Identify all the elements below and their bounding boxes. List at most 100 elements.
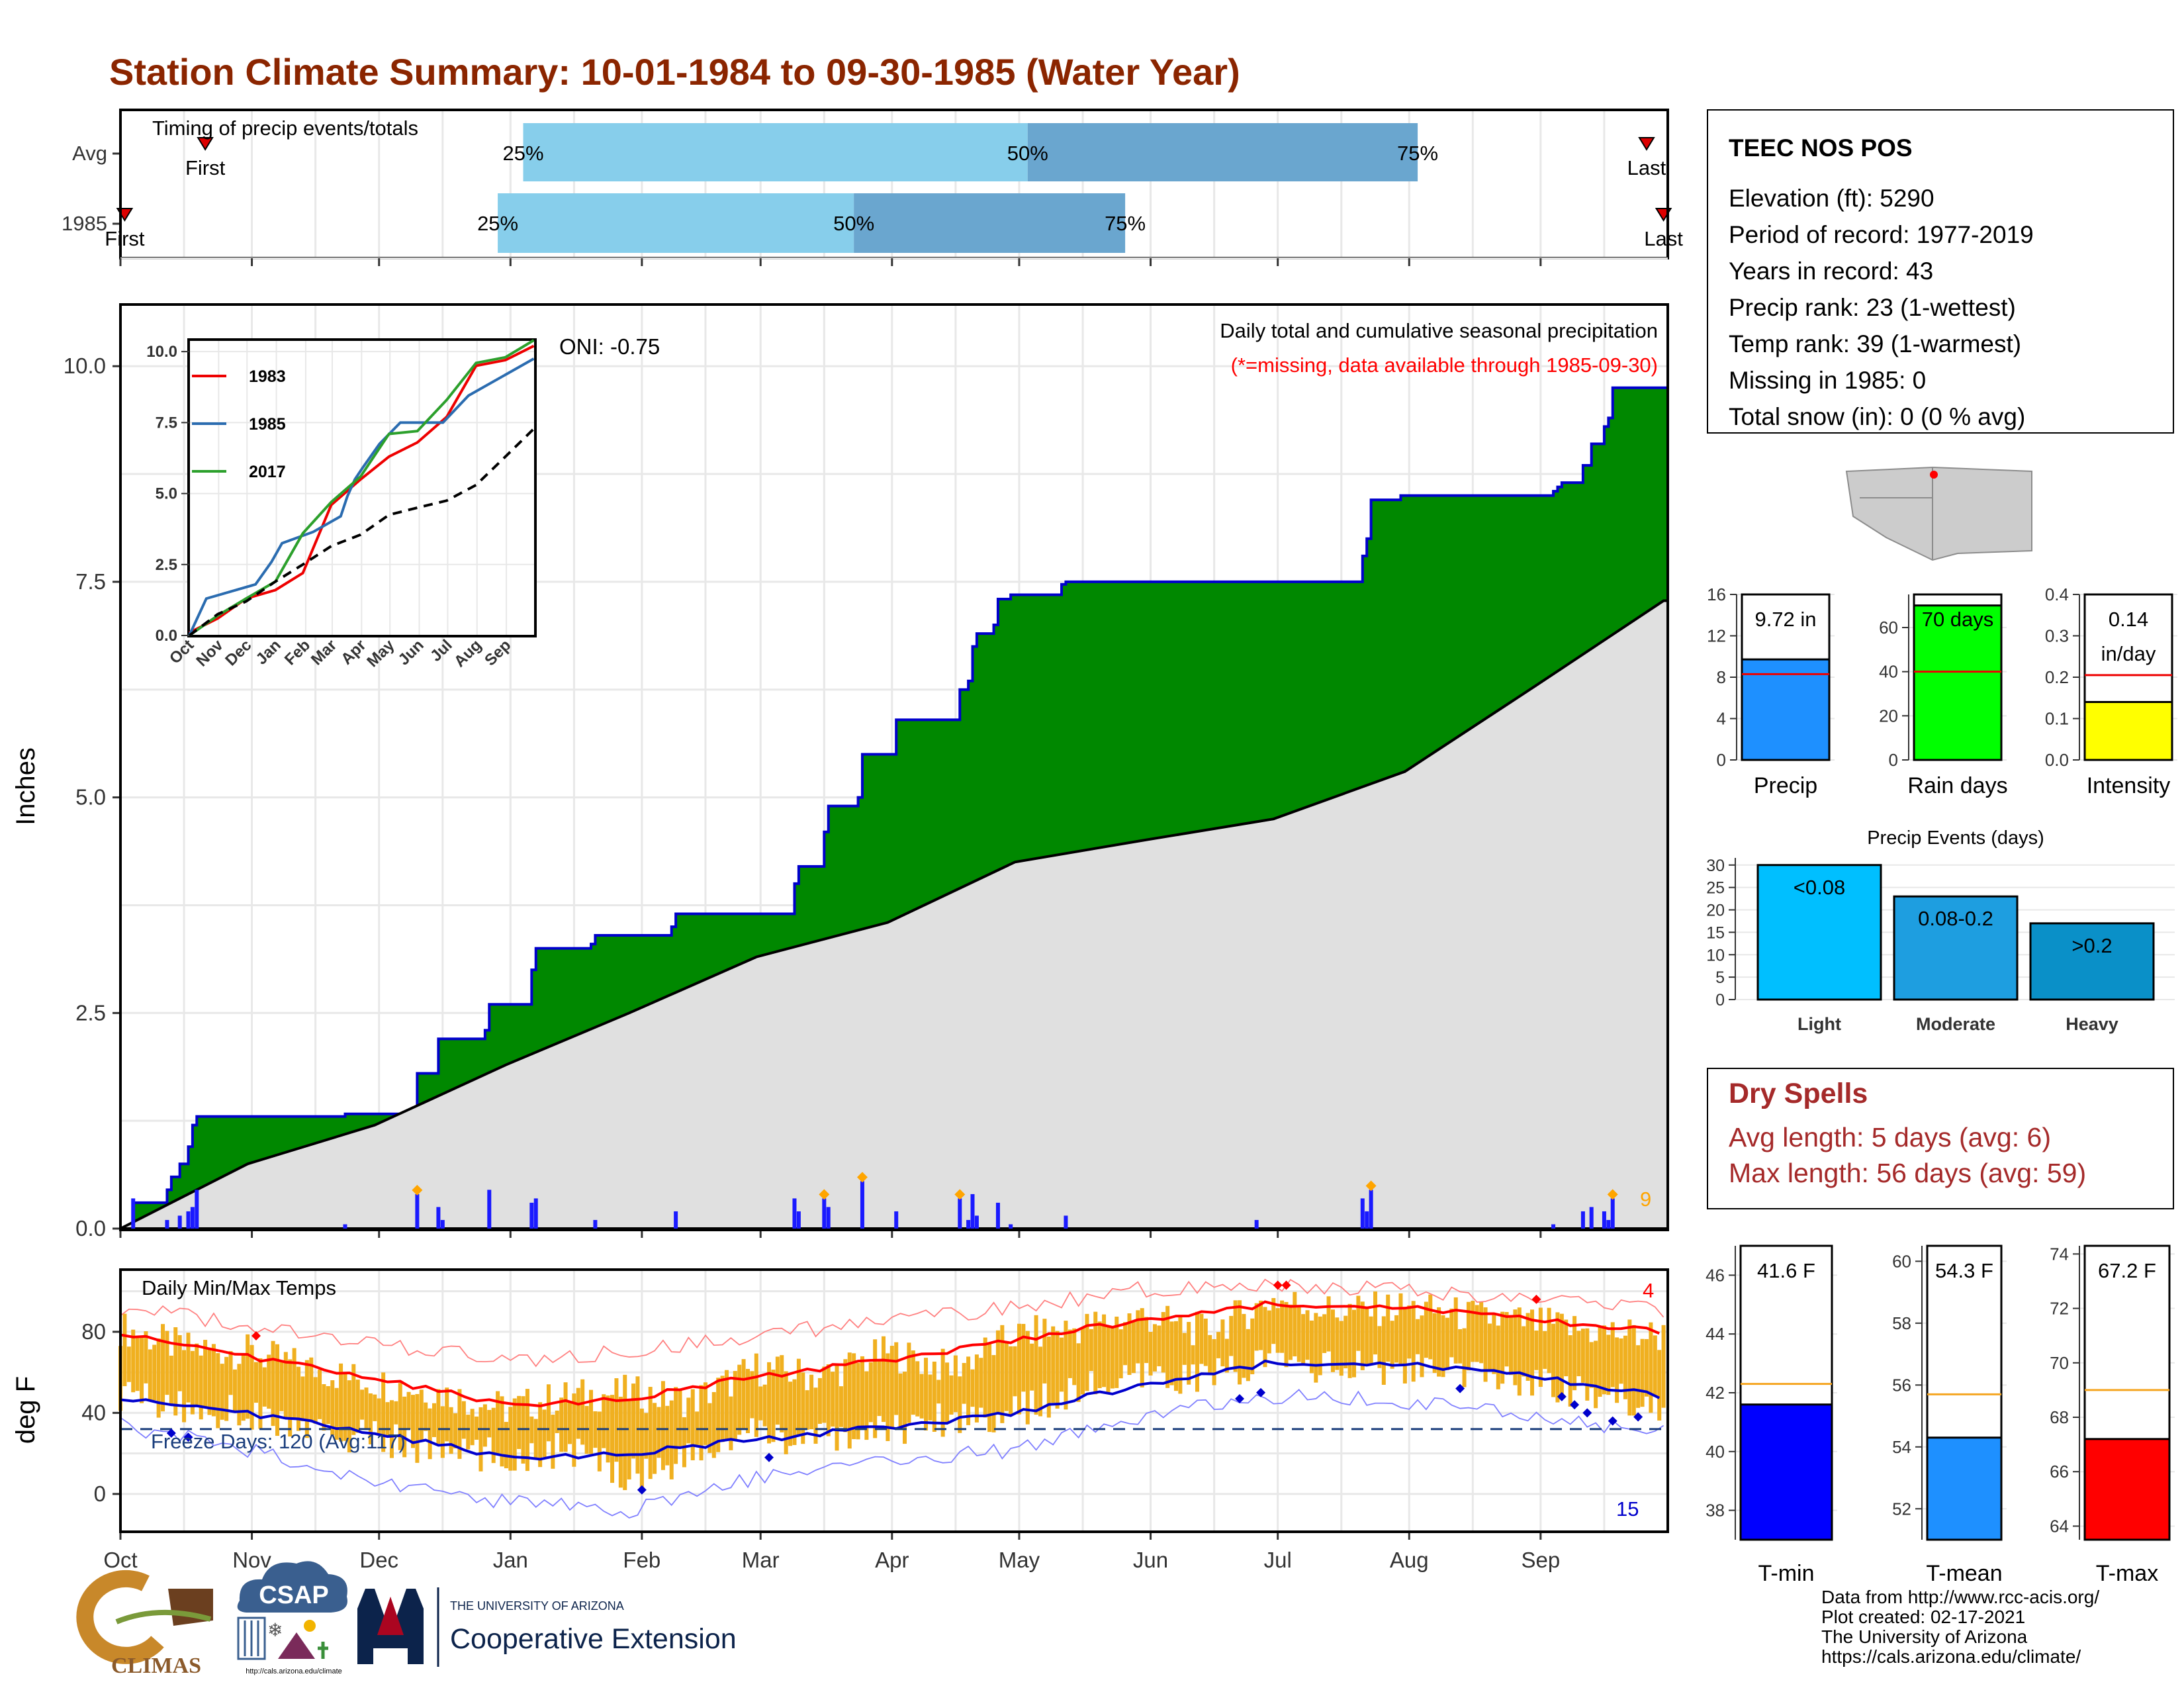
daily-temp-range-bar (263, 1368, 267, 1407)
daily-temp-range-bar (627, 1401, 631, 1479)
daily-temp-range-bar (1195, 1312, 1199, 1392)
daily-temp-range-bar (1386, 1295, 1390, 1362)
ua-line2: Cooperative Extension (450, 1623, 737, 1655)
daily-temp-range-bar (1013, 1346, 1017, 1396)
daily-temp-range-bar (835, 1364, 839, 1451)
daily-precip-bar (822, 1198, 826, 1229)
precip-y-tick-label: 10.0 (64, 353, 106, 378)
daily-temp-range-bar (729, 1397, 733, 1450)
inset-y-tick-label: 5.0 (156, 485, 177, 503)
daily-precip-bar (996, 1203, 1000, 1229)
daily-temp-range-bar (420, 1389, 424, 1442)
daily-temp-range-bar (1518, 1307, 1522, 1395)
inset-legend-label: 1983 (249, 367, 286, 386)
daily-temp-range-bar (1289, 1305, 1293, 1360)
page-title: Station Climate Summary: 10-01-1984 to 0… (109, 51, 1240, 93)
temp-bar-y-tick-label: 58 (1892, 1313, 1911, 1333)
daily-precip-bar (343, 1224, 347, 1229)
daily-precip-bar (131, 1198, 135, 1229)
mini-bar-y-tick-label: 60 (1879, 618, 1898, 637)
mini-bar-y-tick-label: 4 (1717, 709, 1726, 729)
daily-temp-range-bar (271, 1341, 275, 1426)
daily-temp-range-bar (267, 1354, 271, 1409)
daily-temp-range-bar (1077, 1343, 1081, 1402)
temp-bar-category-label: T-max (2096, 1561, 2158, 1586)
temp-y-tick-label: 40 (81, 1400, 106, 1425)
daily-temp-range-bar (852, 1353, 856, 1439)
daily-temp-range-bar (445, 1387, 449, 1441)
daily-temp-range-bar (1373, 1291, 1377, 1354)
daily-temp-range-bar (1649, 1323, 1653, 1413)
daily-temp-range-bar (1042, 1319, 1046, 1383)
daily-temp-range-bar (466, 1415, 470, 1449)
daily-temp-range-bar (1072, 1329, 1076, 1385)
month-label-sep: Sep (1521, 1548, 1560, 1572)
daily-temp-range-bar (1280, 1301, 1284, 1353)
daily-temp-range-bar (1416, 1319, 1420, 1354)
temp-bar-value (2085, 1439, 2169, 1540)
csap-wordmark: CSAP (259, 1581, 329, 1609)
daily-temp-range-bar (161, 1324, 165, 1411)
daily-temp-range-bar (1216, 1332, 1220, 1358)
month-label-dec: Dec (359, 1548, 398, 1572)
daily-temp-range-bar (776, 1356, 780, 1425)
daily-temp-range-bar (275, 1344, 279, 1436)
daily-temp-range-bar (882, 1336, 886, 1422)
daily-temp-range-bar (1492, 1315, 1496, 1374)
daily-temp-range-bar (1627, 1319, 1631, 1415)
month-label-jun: Jun (1133, 1548, 1168, 1572)
daily-temp-range-bar (1653, 1335, 1657, 1395)
timing-bar-avg-q3 (1028, 123, 1418, 181)
precip-header-line2: (*=missing, data available through 1985-… (1231, 353, 1658, 377)
temp-bar-value (1927, 1438, 2001, 1540)
daily-temp-range-bar (237, 1364, 241, 1425)
credit-line: Plot created: 02-17-2021 (1821, 1607, 2025, 1627)
daily-temp-range-bar (144, 1331, 148, 1383)
daily-precip-bar (191, 1207, 195, 1229)
daily-temp-range-bar (1555, 1312, 1559, 1402)
daily-temp-range-bar (1111, 1327, 1115, 1389)
temp-y-tick-label: 80 (81, 1319, 106, 1344)
daily-temp-range-bar (1153, 1324, 1157, 1371)
daily-temp-range-bar (1551, 1324, 1555, 1397)
daily-precip-bar (958, 1198, 962, 1229)
daily-temp-range-bar (1238, 1300, 1242, 1384)
daily-temp-range-bar (1301, 1314, 1305, 1366)
daily-temp-range-bar (513, 1399, 517, 1471)
daily-temp-range-bar (1034, 1315, 1038, 1415)
daily-temp-range-bar (763, 1385, 767, 1427)
daily-temp-range-bar (1576, 1331, 1580, 1376)
daily-temp-range-bar (843, 1359, 847, 1432)
station-info-line: Missing in 1985: 0 (1729, 367, 1926, 394)
daily-temp-range-bar (805, 1390, 809, 1430)
daily-temp-range-bar (195, 1344, 199, 1406)
daily-temp-range-bar (653, 1403, 657, 1474)
daily-temp-range-bar (1458, 1329, 1462, 1364)
temp-bar-value (1741, 1405, 1832, 1540)
daily-temp-range-bar (169, 1356, 173, 1405)
daily-temp-range-bar (691, 1389, 695, 1460)
precip-event-category-label: Heavy (2066, 1014, 2118, 1034)
daily-precip-bar (797, 1211, 801, 1229)
daily-temp-range-bar (1005, 1343, 1009, 1411)
daily-temp-range-bar (818, 1378, 822, 1424)
daily-temp-range-bar (1543, 1331, 1547, 1369)
temp-bar-y-tick-label: 56 (1892, 1375, 1911, 1395)
daily-temp-range-bar (140, 1336, 144, 1403)
daily-temp-range-bar (954, 1356, 958, 1413)
daily-temp-range-bar (1246, 1329, 1250, 1382)
daily-temp-range-bar (1199, 1314, 1203, 1364)
daily-temp-range-bar (1509, 1315, 1513, 1376)
daily-temp-range-bar (305, 1360, 309, 1438)
daily-temp-range-bar (1412, 1301, 1416, 1382)
inset-legend-label: 2017 (249, 463, 286, 481)
daily-temp-range-bar (203, 1340, 207, 1408)
mini-bar-y-tick-label: 0.4 (2045, 585, 2069, 604)
temp-y-tick-label: 0 (94, 1481, 106, 1506)
daily-temp-range-bar (136, 1338, 140, 1391)
timing-year-p50-label: 50% (833, 212, 874, 235)
daily-temp-range-bar (559, 1397, 563, 1452)
daily-temp-range-bar (827, 1364, 831, 1436)
daily-temp-range-bar (860, 1356, 864, 1429)
daily-precip-bar (593, 1220, 597, 1229)
